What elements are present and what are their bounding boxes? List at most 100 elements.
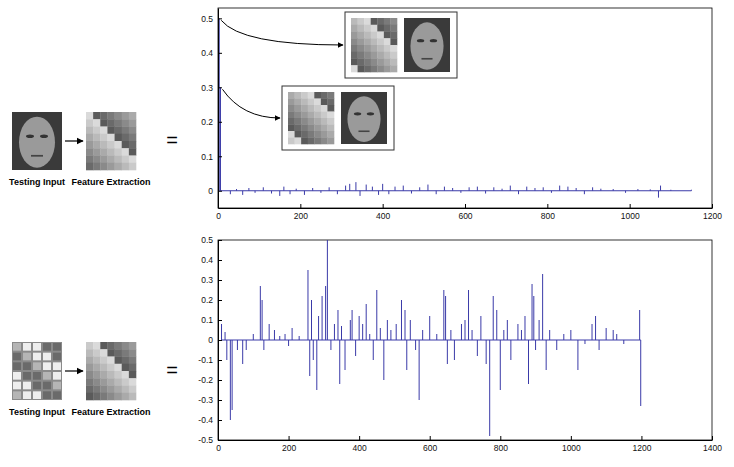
mosaic-cell <box>321 105 328 112</box>
mosaic-cell <box>93 119 100 127</box>
face-shape <box>347 96 380 142</box>
axis-line <box>219 440 713 441</box>
stem <box>360 191 361 196</box>
y-tick-mark <box>218 280 222 281</box>
mosaic-cell <box>129 364 136 372</box>
mosaic-cell <box>86 393 93 401</box>
mosaic-cell <box>327 99 334 106</box>
mosaic-cell <box>100 163 107 171</box>
y-tick-label: 0.2 <box>201 117 213 127</box>
stem <box>410 320 411 340</box>
mosaic-cell <box>122 393 129 401</box>
mosaic-cell <box>122 127 129 135</box>
mosaic-cell <box>295 105 302 112</box>
mosaic-cell <box>371 25 378 32</box>
mosaic-cell <box>377 18 384 25</box>
stem <box>613 189 614 191</box>
stem <box>477 340 478 356</box>
x-tick: 1200 <box>632 436 651 453</box>
stem <box>517 324 518 340</box>
mosaic-cell <box>129 357 136 365</box>
mosaic-cell <box>301 118 308 125</box>
stem <box>510 186 511 191</box>
y-tick: 0.3 <box>201 275 222 285</box>
stem <box>318 316 319 340</box>
mosaic-cell <box>288 118 295 125</box>
mosaic-cell <box>358 45 365 52</box>
stem <box>242 191 243 195</box>
y-tick-label: -0.2 <box>198 375 213 385</box>
x-tick: 800 <box>494 436 508 453</box>
occlusion-block <box>23 362 31 370</box>
mosaic-cell <box>384 59 391 66</box>
mosaic-cell <box>314 125 321 132</box>
mosaic-cell <box>93 386 100 394</box>
mosaic-cell <box>314 118 321 125</box>
x-tick: 200 <box>294 204 308 221</box>
mosaic-cell <box>358 65 365 72</box>
stem <box>419 187 420 190</box>
y-tick: -0.3 <box>198 395 222 405</box>
mosaic-cell <box>351 25 358 32</box>
mosaic-cell <box>371 59 378 66</box>
eye <box>354 112 361 115</box>
mosaic-cell <box>122 357 129 365</box>
stem <box>311 300 312 340</box>
stem <box>546 340 547 370</box>
mouth <box>31 155 43 157</box>
y-tick: 0 <box>208 335 222 345</box>
stem <box>283 187 284 191</box>
x-axis: 0200400600800100012001400 <box>216 436 722 453</box>
mosaic-cell <box>301 112 308 119</box>
stem <box>595 316 596 340</box>
x-tick-mark <box>383 204 384 208</box>
stem <box>396 324 397 340</box>
mosaic-cell <box>115 378 122 386</box>
mosaic-cell <box>390 45 397 52</box>
mosaic-cell <box>129 371 136 379</box>
inset-face-image <box>341 92 387 144</box>
x-tick: 1200 <box>703 204 722 221</box>
stem <box>637 189 638 191</box>
mosaic-cell <box>314 112 321 119</box>
stem <box>373 340 374 360</box>
occlusion-block <box>53 382 61 390</box>
mosaic-cell <box>86 342 93 350</box>
y-tick-mark <box>218 380 222 381</box>
y-tick-mark <box>218 240 222 241</box>
mosaic-cell <box>129 127 136 135</box>
x-tick-mark <box>571 436 572 440</box>
mosaic-cell <box>107 342 114 350</box>
stem <box>226 340 227 360</box>
mosaic-cell <box>358 38 365 45</box>
mosaic-cell <box>364 65 371 72</box>
stem <box>350 320 351 340</box>
image-ground <box>404 18 450 72</box>
mosaic-cell <box>327 112 334 119</box>
stem <box>436 191 437 194</box>
mosaic-cell <box>288 92 295 99</box>
x-tick-label: 400 <box>376 211 390 221</box>
occlusion-block <box>43 362 51 370</box>
image-ground <box>12 342 62 400</box>
y-tick-label: 0 <box>208 186 213 196</box>
stem <box>345 340 346 370</box>
stem <box>376 290 377 340</box>
mosaic-cell <box>107 119 114 127</box>
y-tick: 0.5 <box>201 14 222 24</box>
mosaic-cell <box>377 32 384 39</box>
y-tick-label: 0 <box>208 335 213 345</box>
mosaic-cell <box>115 119 122 127</box>
eye <box>417 39 424 42</box>
occlusion-block <box>23 382 31 390</box>
stem <box>559 186 560 191</box>
stem <box>383 340 384 380</box>
occlusion-block <box>53 391 61 399</box>
y-tick: 0 <box>208 186 222 196</box>
mosaic-cell <box>107 156 114 164</box>
mosaic-cell <box>129 134 136 142</box>
mosaic-cell <box>371 52 378 59</box>
mosaic-cell <box>364 52 371 59</box>
x-tick-mark <box>430 436 431 440</box>
stem <box>551 191 552 193</box>
